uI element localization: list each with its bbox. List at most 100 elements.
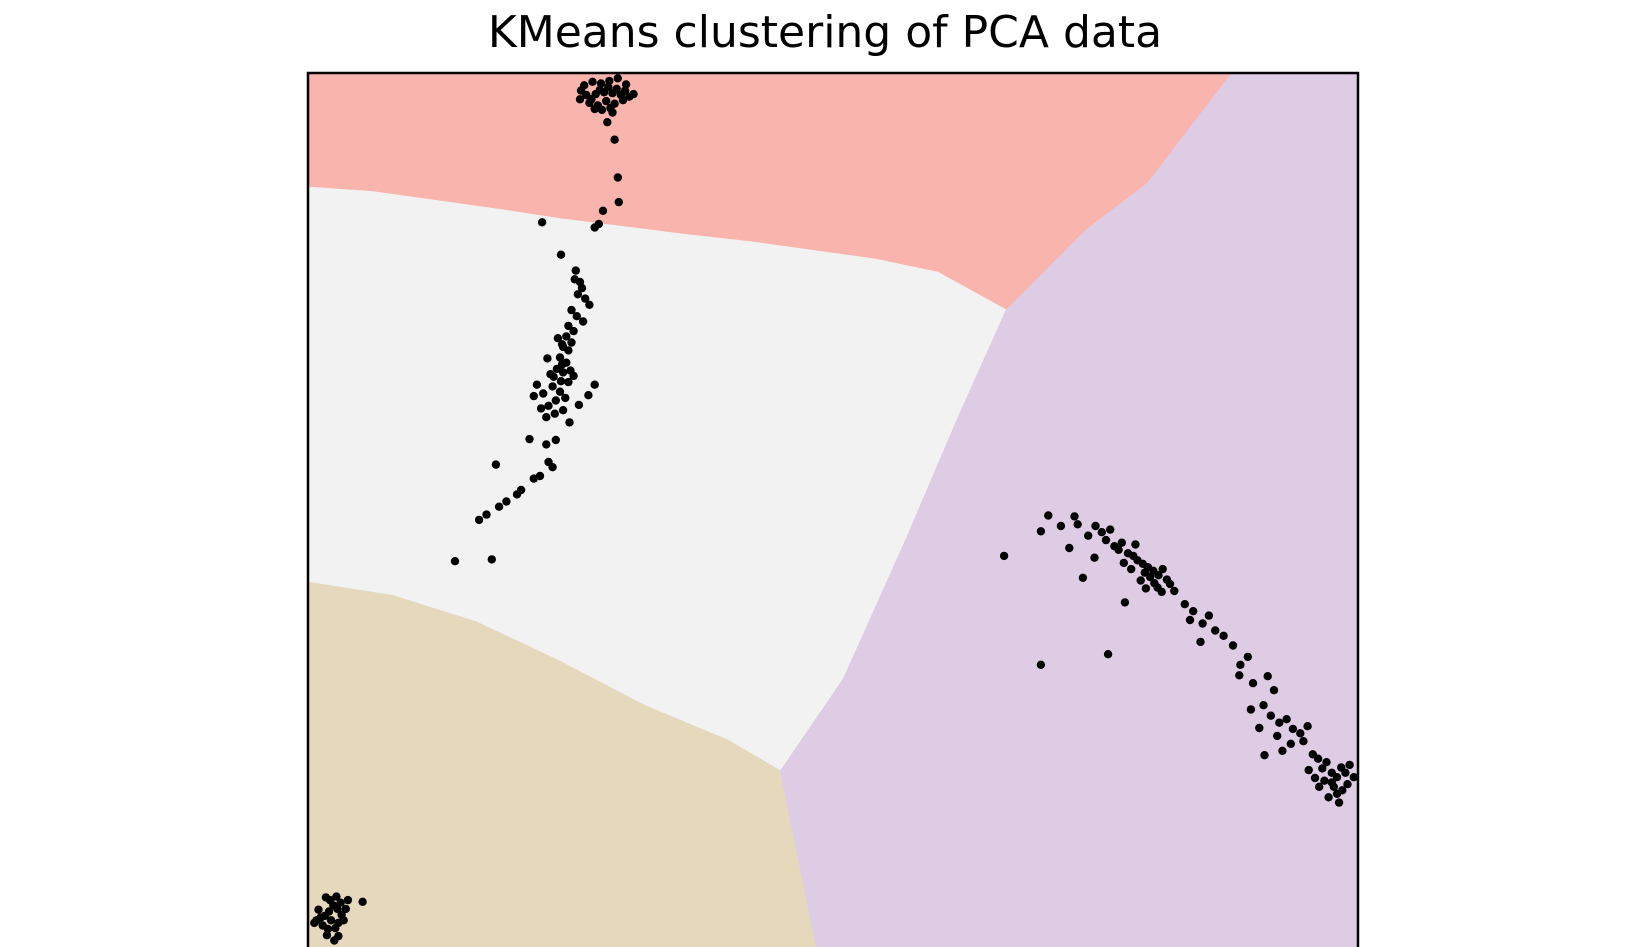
data-point [1334,798,1344,807]
data-point [537,218,547,227]
data-point [590,223,599,232]
data-point [1036,527,1046,536]
data-point [1259,701,1268,710]
data-point [551,396,560,405]
data-point [1286,739,1296,748]
data-point [1310,773,1320,783]
data-point [322,931,332,940]
data-point [610,135,619,144]
data-point [569,371,578,381]
data-point [1127,564,1136,574]
data-point [556,377,566,386]
data-point [585,98,594,108]
cluster-region-right [779,72,1359,947]
data-point [1180,600,1190,609]
data-point [536,404,546,413]
data-point [1327,778,1337,787]
data-point [614,197,623,207]
data-point [569,326,578,336]
data-point [1320,776,1329,785]
cluster-regions [307,72,1359,947]
data-point [573,290,583,299]
data-point [532,380,542,389]
data-point [326,916,336,925]
data-point [1296,729,1305,738]
data-point [336,898,345,907]
data-point [1090,553,1099,562]
data-point [1304,765,1313,775]
data-point [1269,686,1279,695]
data-point [553,334,563,343]
data-point [596,79,606,88]
data-point [590,380,599,389]
data-point [1235,671,1244,680]
data-point [574,400,584,410]
point-group-4 [999,511,1359,807]
data-point [1141,584,1151,593]
chart-title: KMeans clustering of PCA data [488,7,1162,58]
data-point [1273,731,1282,741]
data-point [1078,573,1088,582]
data-point [1170,586,1179,596]
data-point [590,104,599,114]
data-point [558,406,568,415]
data-point [529,391,538,401]
data-point [1288,724,1298,734]
data-point [1324,793,1333,802]
data-point [1157,587,1166,597]
data-point [321,893,331,902]
data-point [621,80,631,89]
data-points [310,74,1359,945]
data-point [551,435,560,445]
data-point [1219,631,1228,640]
data-point [564,346,573,355]
data-point [564,321,573,331]
data-point [603,118,612,127]
data-point [494,502,504,511]
data-point [597,105,607,115]
data-point [341,904,350,914]
data-point [581,294,590,303]
data-point [450,557,460,566]
data-point [1140,568,1150,577]
data-point [1343,780,1352,789]
data-point [572,312,581,321]
data-point [606,103,615,113]
data-point [567,338,576,347]
data-point [1228,641,1238,650]
data-point [580,81,589,90]
data-point [1255,723,1264,733]
data-point [334,931,343,941]
point-group-1 [537,74,638,232]
data-point [1332,773,1342,782]
data-point [1103,650,1113,659]
data-point [314,905,323,914]
data-point [1198,619,1207,628]
data-point [578,317,588,326]
data-point [548,382,557,391]
data-point [1248,679,1258,688]
data-point [1136,576,1145,585]
data-point [529,474,538,483]
data-point [474,515,484,525]
data-point [1236,660,1245,669]
data-point [1110,542,1119,551]
data-point [333,904,342,914]
data-point [562,332,571,341]
data-point [358,897,367,906]
data-point [1341,768,1350,777]
data-point [544,401,553,410]
data-point [1345,760,1354,770]
data-point [1073,520,1082,529]
data-point [1117,538,1127,547]
data-point [1266,711,1276,720]
data-point [543,354,552,363]
data-point [550,409,559,418]
data-point [1036,660,1046,669]
data-point [310,918,319,928]
data-point [555,387,565,396]
data-point [613,74,622,83]
data-point [598,206,608,215]
data-point [577,283,587,293]
